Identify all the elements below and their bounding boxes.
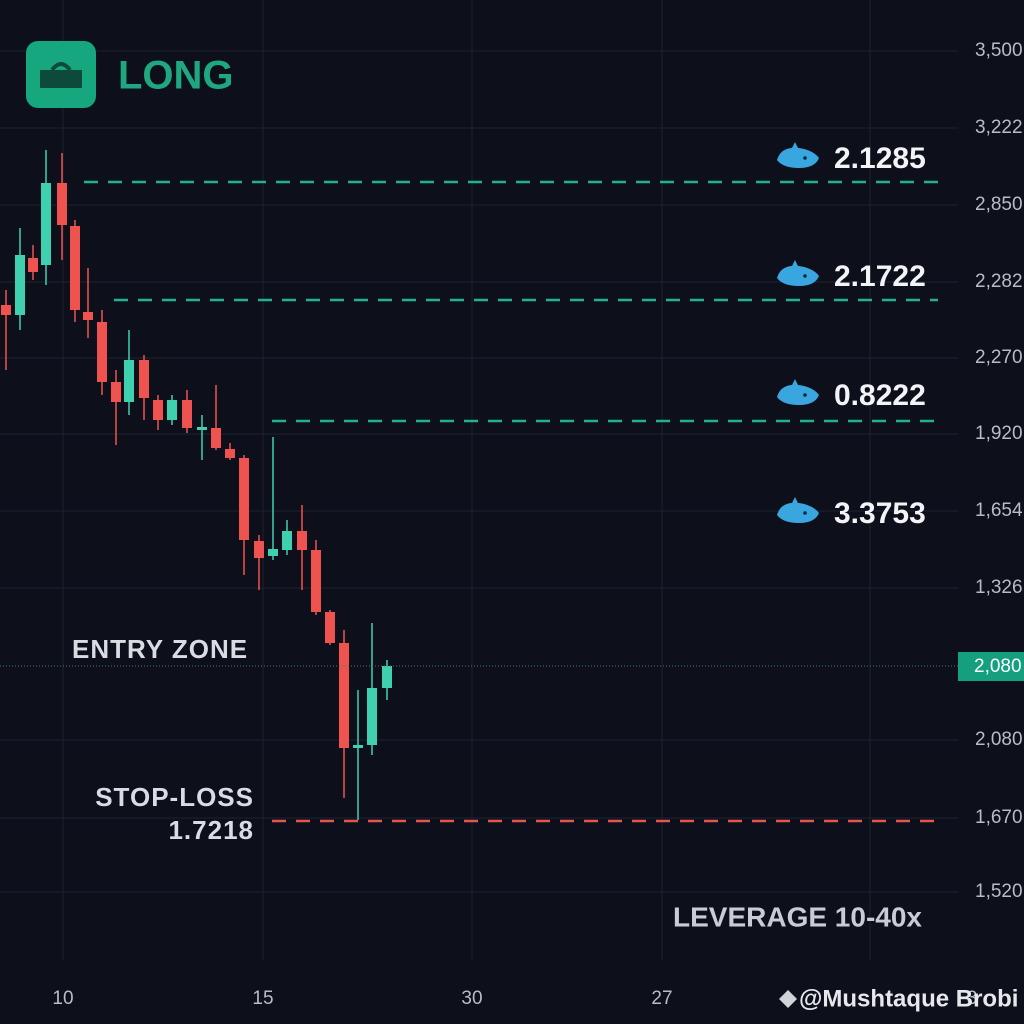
candle-body	[28, 258, 38, 272]
y-tick-label: 1,670	[975, 807, 1023, 828]
whale-eye	[803, 393, 807, 397]
leverage-label: LEVERAGE 10-40x	[673, 901, 922, 932]
target-price: 2.1722	[834, 260, 926, 293]
candle-body	[297, 531, 307, 550]
price-tag-label: 2,080	[974, 656, 1022, 677]
stop-loss-label: STOP-LOSS	[95, 782, 254, 812]
candle-body	[124, 360, 134, 402]
candle-body	[167, 400, 177, 420]
y-tick-label: 3,500	[975, 40, 1023, 61]
candle-body	[367, 688, 377, 745]
logo-icon-top	[50, 62, 72, 72]
x-tick-label: 10	[52, 988, 73, 1009]
candle-body	[211, 428, 221, 448]
candle-body	[41, 183, 51, 265]
candle-body	[111, 382, 121, 402]
whale-icon	[777, 379, 819, 405]
targets: 2.1285 2.1722 0.8222 3.3753	[777, 142, 926, 530]
candles	[1, 150, 392, 820]
candle-body	[139, 360, 149, 398]
y-tick-label: 1,654	[975, 500, 1023, 521]
candle-body	[83, 312, 93, 320]
candle-body	[1, 305, 11, 315]
entry-zone-label: ENTRY ZONE	[72, 634, 248, 664]
y-tick-label: 2,282	[975, 271, 1023, 292]
candle-body	[382, 666, 392, 688]
candle-body	[15, 255, 25, 315]
x-tick-label: 3	[967, 988, 978, 1009]
candle-body	[353, 745, 363, 748]
y-tick-label: 2,270	[975, 347, 1023, 368]
candle-body	[197, 427, 207, 430]
candle-body	[182, 400, 192, 428]
direction-label: LONG	[118, 54, 234, 98]
whale-icon	[777, 260, 819, 286]
candle-body	[325, 612, 335, 643]
whale-eye	[803, 156, 807, 160]
logo-icon	[40, 70, 82, 88]
candle-body	[97, 322, 107, 382]
x-axis: 10 15 30 27 3	[52, 988, 977, 1009]
candle-body	[239, 458, 249, 540]
y-tick-label: 2,850	[975, 194, 1023, 215]
y-tick-label: 1,520	[975, 881, 1023, 902]
whale-icon	[777, 142, 819, 168]
target-price: 0.8222	[834, 379, 926, 412]
price-tag	[958, 652, 1024, 681]
whale-icon	[777, 497, 819, 523]
candle-body	[225, 449, 235, 458]
watermark: @Mushtaque Brobi	[799, 985, 1018, 1012]
watermark-icon	[779, 990, 797, 1008]
y-axis: 3,500 3,222 2,850 2,282 2,270 1,920 1,654 1,326…	[975, 40, 1023, 902]
x-tick-label: 15	[252, 988, 273, 1009]
whale-eye	[803, 511, 807, 515]
y-tick-label: 3,222	[975, 117, 1023, 138]
grid	[0, 0, 958, 960]
target-price: 3.3753	[834, 497, 926, 530]
y-tick-label: 1,920	[975, 423, 1023, 444]
candle-body	[268, 549, 278, 556]
candle-body	[57, 183, 67, 225]
x-tick-label: 27	[651, 988, 672, 1009]
candle-body	[282, 531, 292, 550]
whale-eye	[803, 274, 807, 278]
target-price: 2.1285	[834, 142, 926, 175]
candle-body	[311, 550, 321, 612]
x-tick-label: 30	[461, 988, 482, 1009]
y-tick-label: 1,326	[975, 577, 1023, 598]
candle-body	[153, 400, 163, 420]
stop-loss-value: 1.7218	[168, 815, 254, 845]
y-tick-label: 2,080	[975, 729, 1023, 750]
candle-body	[339, 643, 349, 748]
candle-body	[70, 226, 80, 310]
candle-body	[254, 541, 264, 558]
